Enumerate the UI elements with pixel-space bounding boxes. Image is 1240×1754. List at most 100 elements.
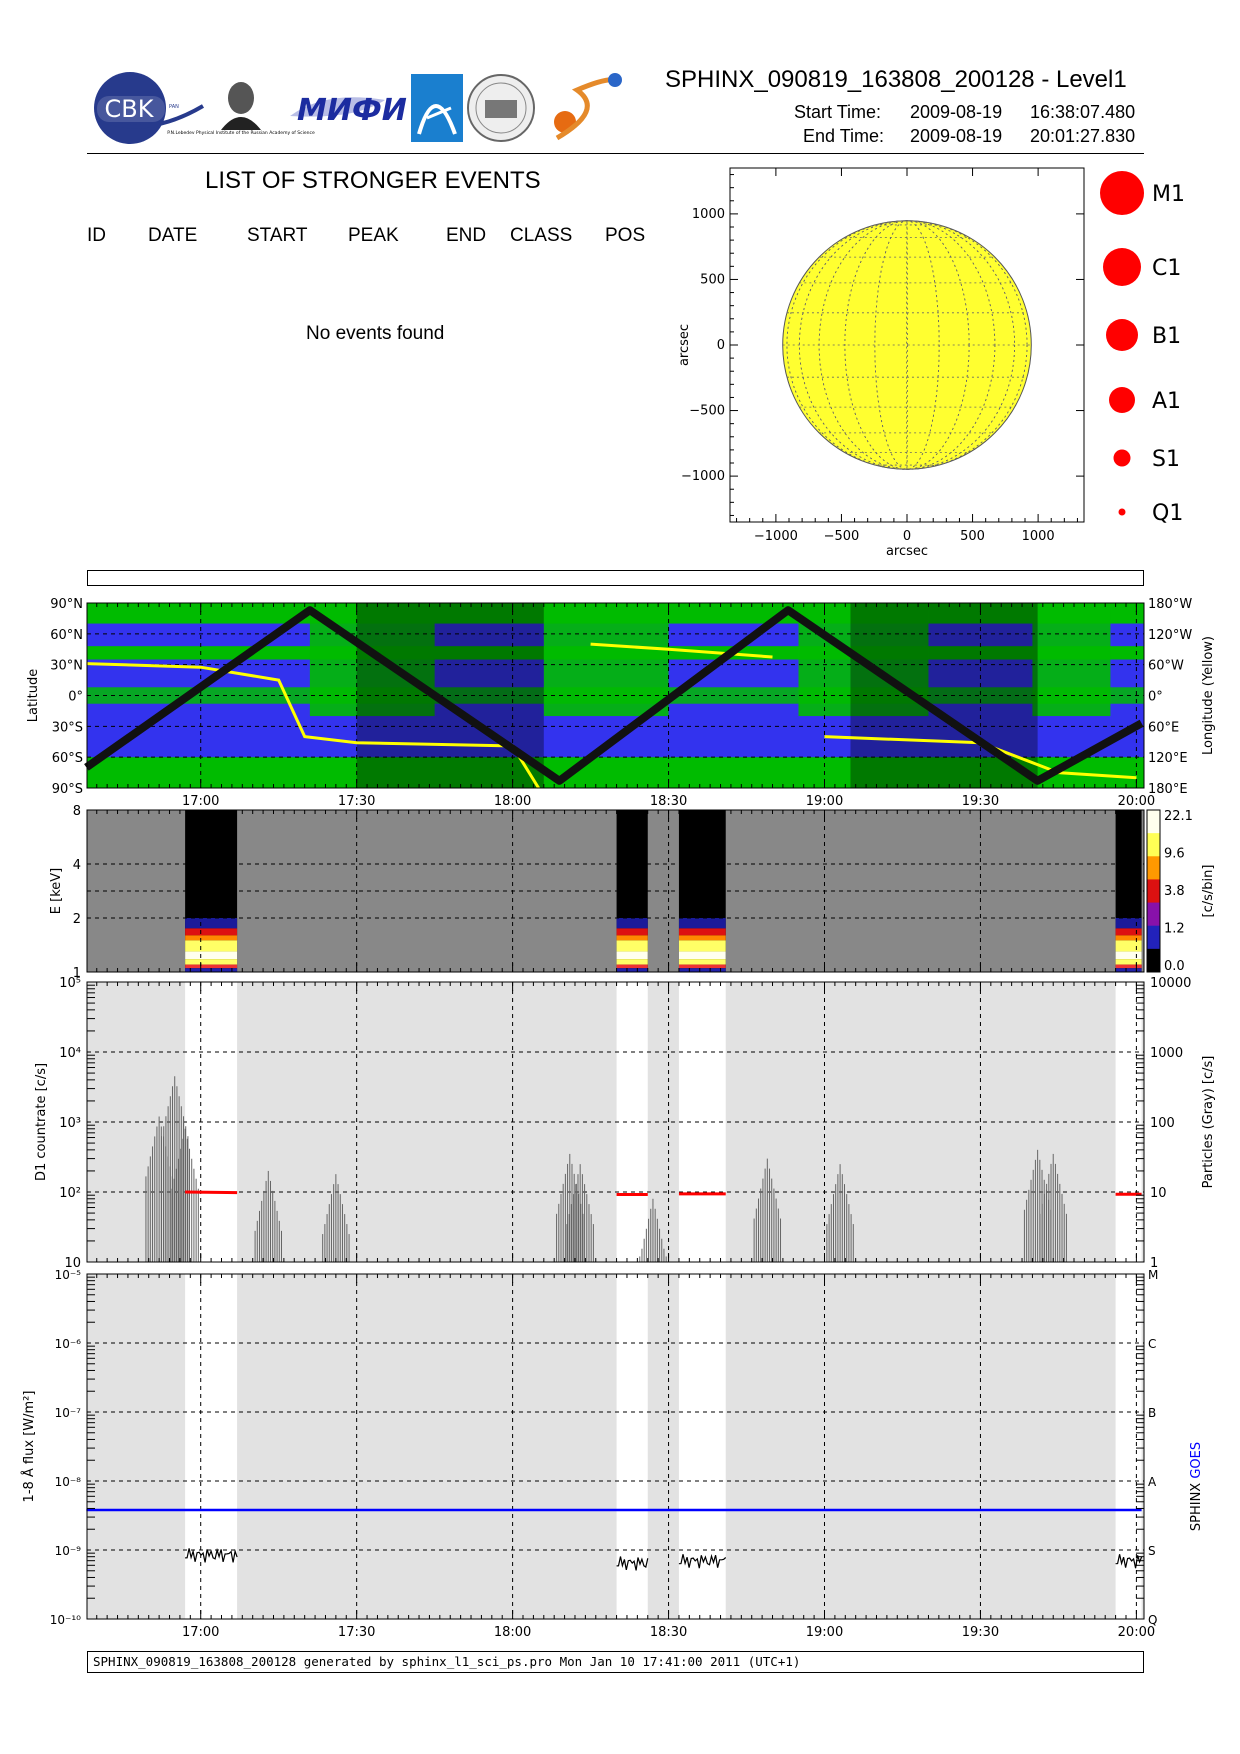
energy-tick-label: 4 <box>73 858 81 873</box>
sun-longitude-line <box>818 220 996 470</box>
flare-class-label: M <box>1148 1268 1158 1282</box>
end-time: 20:01:27.830 <box>1030 126 1136 146</box>
flux-right-label: SPHINX GOES <box>1189 1442 1204 1531</box>
flux-observation-1 <box>616 1274 648 1619</box>
countrate-series-segment <box>185 1190 238 1195</box>
longitude-axis-label: Longitude (Yellow) <box>1201 636 1216 755</box>
energy-axis-label: E [keV] <box>49 868 64 914</box>
colorbar-segment <box>1147 810 1160 834</box>
sun-position-map: −1000 −500 0 500 1000 1000 500 0 −500 −1000 arcsec… <box>677 167 1185 559</box>
spectrogram-band <box>616 928 648 936</box>
sun-y-tick-label: 0 <box>717 338 725 353</box>
flux-tick-label: 10⁻⁶ <box>55 1337 82 1351</box>
sun-y-tick-label: −1000 <box>681 469 725 484</box>
latitude-panel-frame <box>86 602 1145 789</box>
latitude-time-tick-label: 19:30 <box>962 794 999 809</box>
flux-time-tick-label: 19:00 <box>806 1625 843 1640</box>
flux-tick-label: 10⁻⁹ <box>55 1544 82 1558</box>
events-list-title: LIST OF STRONGER EVENTS <box>205 167 541 194</box>
flux-time-tick-label: 17:30 <box>338 1625 375 1640</box>
spectrogram-frame <box>86 809 1145 973</box>
lebedev-caption: P.N.Lebedev Physical Institute of the Ru… <box>167 130 315 136</box>
spectrogram-band <box>616 935 648 941</box>
mifi-logo: MИФИ <box>290 93 407 128</box>
spectrogram-band <box>1115 935 1142 941</box>
flux-time-tick-label: 18:30 <box>650 1625 687 1640</box>
end-time-label: End Time: <box>803 126 885 146</box>
latitude-tick-label: 30°N <box>50 659 83 674</box>
countrate-frame <box>86 981 1145 1263</box>
belt-patch-3 <box>1032 608 1111 717</box>
spectrogram-band <box>185 935 238 941</box>
empty-status-bar <box>87 570 1144 586</box>
longitude-tick-label: 60°E <box>1148 720 1179 735</box>
flare-class-label: C <box>1148 1337 1156 1351</box>
latitude-time-tick-label: 18:30 <box>650 794 687 809</box>
col-class: CLASS <box>510 225 573 246</box>
spectrogram-band <box>1115 940 1142 952</box>
spectrogram-band <box>616 964 648 969</box>
legend-marker-a1 <box>1109 387 1135 413</box>
particles-tick-label: 100 <box>1150 1116 1175 1131</box>
flux-time-tick-label: 19:30 <box>962 1625 999 1640</box>
sphinx-flux-segment <box>185 1547 238 1563</box>
sun-x-tick-label: 1000 <box>1022 529 1055 544</box>
col-start: START <box>247 225 308 246</box>
colorbar-tick-label: 9.6 <box>1164 847 1185 862</box>
sun-y-tick-label: 1000 <box>692 207 725 222</box>
belt-band-south <box>87 757 1144 788</box>
start-time: 16:38:07.480 <box>1030 102 1136 122</box>
spectrogram-band <box>678 951 726 960</box>
legend-marker-b1 <box>1106 319 1138 351</box>
spectrogram-band <box>1115 964 1142 969</box>
spectrogram-band <box>185 940 238 952</box>
legend-marker-q1 <box>1118 508 1126 516</box>
spectrogram-band <box>185 951 238 960</box>
colorbar-segment <box>1147 948 1160 973</box>
legend-label-a1: A1 <box>1152 389 1181 414</box>
particles-tick-label: 1 <box>1150 1256 1158 1271</box>
end-date: 2009-08-19 <box>910 126 1003 146</box>
countrate-observation-2 <box>678 982 726 1262</box>
col-pos: POS <box>605 225 646 246</box>
legend-label-m1: M1 <box>1152 182 1185 207</box>
col-date: DATE <box>148 225 198 246</box>
spectrogram-band <box>185 918 238 929</box>
start-time-label: Start Time: <box>794 102 882 122</box>
cbk-sub-text: PAN <box>169 104 179 110</box>
legend-marker-c1 <box>1103 248 1141 286</box>
flux-tick-label: 10⁻⁵ <box>55 1268 82 1282</box>
logo-strip: CBK PAN P.N.Lebedev Physical Institute o… <box>94 72 622 144</box>
spectrogram-band <box>1115 928 1142 936</box>
sun-y-axis-label: arcsec <box>677 324 692 366</box>
countrate-tick-label: 10² <box>59 1186 81 1201</box>
particles-tick-label: 10 <box>1150 1186 1167 1201</box>
latitude-time-tick-label: 17:30 <box>338 794 375 809</box>
countrate-tick-label: 10³ <box>59 1116 81 1131</box>
header-divider <box>87 153 1144 154</box>
sun-y-tick-label: 500 <box>700 272 725 287</box>
spectrogram-band <box>1115 959 1142 965</box>
latitude-tick-label: 90°N <box>50 597 83 612</box>
flux-background <box>87 1274 1144 1619</box>
spectrogram-band <box>678 940 726 952</box>
flare-class-label: Q <box>1148 1613 1157 1627</box>
longitude-tick-label: 180°E <box>1148 782 1188 797</box>
flux-time-tick-label: 18:00 <box>494 1625 531 1640</box>
latitude-time-tick-label: 18:00 <box>494 794 531 809</box>
latitude-track <box>84 606 1144 785</box>
generation-footer: SPHINX_090819_163808_200128 generated by… <box>87 1651 1144 1673</box>
flux-frame <box>86 1273 1145 1620</box>
spectrogram-band <box>185 928 238 936</box>
sun-x-tick-label: 0 <box>903 529 911 544</box>
spectrogram-band <box>616 951 648 960</box>
colorbar-axis-label: [c/s/bin] <box>1201 865 1216 918</box>
spectrogram-band <box>678 928 726 936</box>
longitude-track-2 <box>824 735 1137 780</box>
flux-observation-2 <box>678 1274 726 1619</box>
longitude-tick-label: 180°W <box>1148 597 1192 612</box>
latitude-tick-label: 0° <box>68 690 83 705</box>
colorbar-segment <box>1147 902 1160 927</box>
latitude-time-tick-label: 19:00 <box>806 794 843 809</box>
spectrogram-band <box>678 964 726 969</box>
